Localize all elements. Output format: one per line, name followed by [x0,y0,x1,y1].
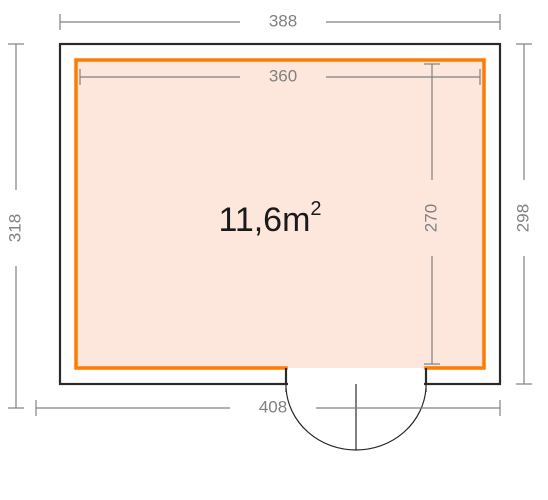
dim-right-outer-label: 298 [513,204,532,232]
dim-right-outer: 298 [513,44,532,384]
door-arc-right [356,388,426,450]
dim-right-inner-label: 270 [421,204,440,232]
floor-plan-svg: 388 360 270 298 318 408 [0,0,548,500]
dim-bottom: 408 [36,397,500,416]
dim-left-label: 318 [5,214,24,242]
area-label: 11,6m2 [218,198,321,239]
dim-top-inner-label: 360 [269,66,297,85]
dim-top-outer-label: 388 [269,11,297,30]
door-arc-left [286,388,356,450]
dim-top-outer: 388 [60,11,500,30]
dim-bottom-label: 408 [259,397,287,416]
dim-left: 318 [5,44,24,408]
